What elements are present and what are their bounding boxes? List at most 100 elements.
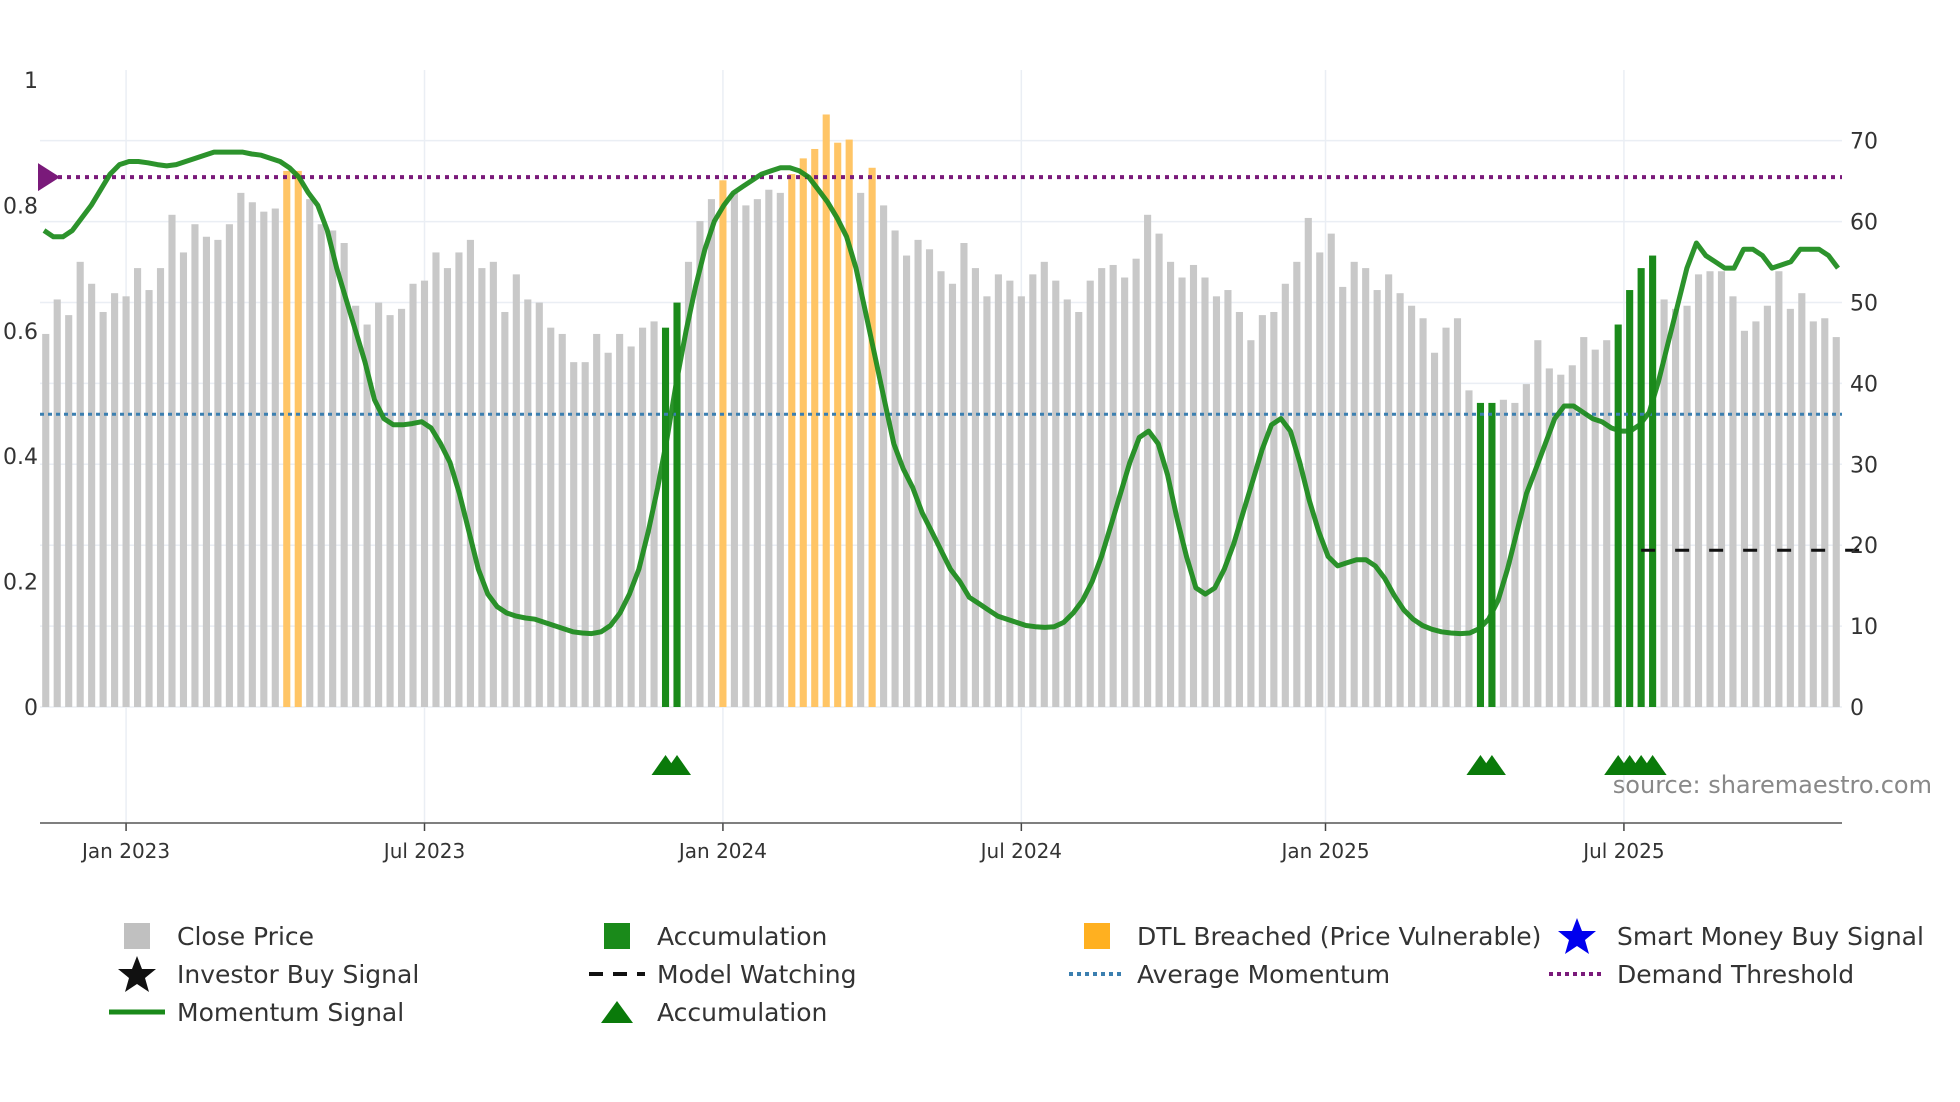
close-price-bar [501, 311, 509, 707]
close-price-bar [352, 305, 360, 707]
close-price-bar [1086, 280, 1094, 707]
legend-accumulation-bar: Accumulation [585, 918, 827, 954]
close-price-bar [42, 333, 50, 707]
close-price-bar [1557, 374, 1565, 707]
dtl-swatch [1084, 923, 1110, 949]
dotted-purple-line-icon [1549, 972, 1605, 976]
close-price-bar [971, 268, 979, 707]
black-star-icon [118, 956, 156, 992]
close-price-bar [432, 252, 440, 708]
right-tick-label: 40 [1850, 372, 1878, 397]
close-price-bar [260, 211, 268, 708]
momentum-line [42, 149, 1840, 637]
close-price-bar [1247, 340, 1255, 707]
close-price-bar [1672, 308, 1680, 707]
close-price-bar [627, 346, 635, 707]
reference-lines [38, 163, 1877, 552]
left-tick-label: 1 [24, 69, 38, 94]
close-price-bar [535, 302, 543, 707]
close-price-bar [914, 239, 922, 707]
close-price-bar [248, 202, 256, 707]
legend-accumulation-marker: Accumulation [585, 994, 827, 1030]
close-price-bar [696, 221, 704, 707]
close-price-bar [1511, 402, 1519, 707]
accumulation-bar [1488, 402, 1496, 707]
close-price-bar [1786, 308, 1794, 707]
close-price-bar [547, 327, 555, 707]
accumulation-bar [661, 327, 670, 707]
close-price-bar [880, 205, 888, 707]
close-price-bar [524, 299, 532, 707]
right-tick-label: 0 [1850, 696, 1864, 721]
legend-dtl: DTL Breached (Price Vulnerable) [1065, 918, 1541, 954]
accumulation-bar [1476, 402, 1485, 707]
legend-smart-money: Smart Money Buy Signal [1545, 918, 1924, 954]
accumulation-bar [1649, 255, 1657, 707]
close-price-bar [1029, 274, 1037, 707]
close-price-bar [1385, 274, 1393, 707]
close-price-bar [1568, 365, 1576, 707]
close-price-bar [1224, 290, 1232, 707]
x-tick-label: Jul 2025 [1581, 839, 1664, 863]
close-price-bar [1580, 337, 1588, 707]
close-price-bar [960, 243, 968, 707]
close-price-bar [1821, 318, 1829, 707]
close-price-bar [237, 192, 245, 708]
close-price-bar [1591, 349, 1599, 707]
close-price-bar [730, 192, 738, 708]
legend-label: Investor Buy Signal [177, 959, 420, 989]
close-price-bar [145, 290, 153, 707]
close-price-bar [202, 236, 210, 707]
dtl-breached-bar [294, 170, 302, 708]
legend-label: Accumulation [657, 997, 828, 1027]
close-price-bar [179, 252, 188, 708]
close-price-bar [340, 243, 348, 707]
close-price-bar [1717, 271, 1726, 707]
bars [42, 114, 1840, 708]
legend-demand-threshold: Demand Threshold [1545, 956, 1854, 992]
legend-label: DTL Breached (Price Vulnerable) [1137, 921, 1542, 951]
close-price-bar [1235, 311, 1243, 707]
close-price-bar [891, 230, 899, 708]
close-price-bar [1270, 311, 1278, 707]
close-price-bar [489, 261, 497, 707]
close-price-bar [1499, 399, 1507, 707]
legend-label: Close Price [177, 921, 315, 951]
close-price-bar [397, 308, 406, 707]
axes: 0 10 20 30 40 50 60 70 0 0.2 0.4 0.6 0.8 1 Jan 2023 Jul… [3, 69, 1878, 863]
legend-label: Model Watching [657, 959, 857, 989]
close-price-bar [1293, 261, 1301, 707]
close-price-bar [1304, 217, 1312, 707]
close-price-bar [53, 299, 61, 707]
close-price-bar [570, 362, 578, 707]
close-price-bar [604, 352, 612, 707]
close-price-bar [122, 296, 130, 707]
close-price-bar [684, 261, 693, 707]
legend-momentum: Momentum Signal [105, 994, 404, 1030]
legend-label: Average Momentum [1137, 959, 1391, 989]
momentum-layer [42, 149, 1840, 637]
accumulation-bar [673, 302, 681, 707]
close-price-bar [581, 362, 589, 707]
close-price-bar [271, 208, 279, 707]
close-price-bar [1098, 268, 1106, 707]
dtl-breached-bar [822, 114, 830, 708]
close-price-bar [1040, 261, 1048, 707]
close-price-bar [1212, 296, 1221, 707]
close-price-bar [1534, 340, 1542, 707]
close-price-bar [1327, 233, 1335, 708]
left-tick-label: 0.2 [3, 571, 38, 596]
legend-label: Momentum Signal [177, 997, 405, 1027]
close-price-bar [65, 315, 73, 707]
close-price-bar [1316, 252, 1324, 708]
accumulation-bar [1614, 324, 1622, 707]
close-price-bar [386, 315, 394, 707]
close-price-bar [1740, 330, 1748, 707]
left-tick-label: 0.6 [3, 320, 38, 345]
close-price-bar [1189, 264, 1198, 707]
close-price-bar [512, 274, 520, 707]
close-price-bar [420, 280, 429, 707]
close-price-bar [306, 199, 314, 707]
close-price-bar [1258, 315, 1266, 707]
close-price-bar [1373, 290, 1381, 707]
